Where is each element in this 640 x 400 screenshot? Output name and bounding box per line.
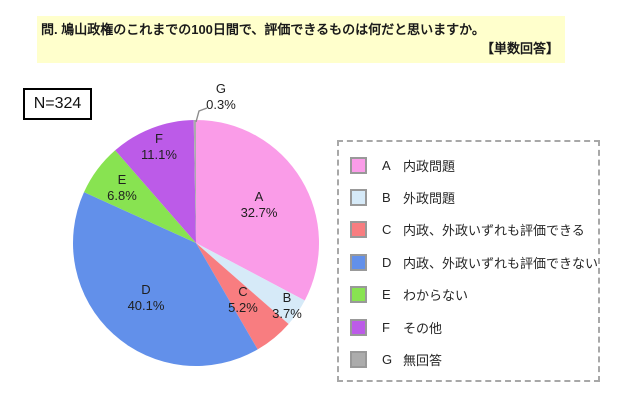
legend-swatch-icon — [350, 318, 367, 336]
legend-swatch-icon — [350, 351, 367, 369]
legend-letter: D — [382, 254, 392, 270]
legend-label: 内政、外政いずれも評価できる — [403, 223, 585, 239]
pie-slice-e — [84, 150, 196, 243]
legend-item-e: E わからない — [350, 279, 598, 311]
legend-letter: F — [382, 319, 390, 335]
legend-letter: G — [382, 352, 393, 368]
legend-swatch-icon — [350, 156, 367, 174]
legend-item-b: B 外政問題 — [350, 181, 598, 213]
legend-item-f: F その他 — [350, 311, 598, 343]
legend-swatch-icon — [350, 221, 367, 239]
legend-swatch-icon — [350, 253, 367, 271]
pie-slice-d — [73, 192, 258, 366]
legend-swatch-icon — [350, 286, 367, 304]
pie-slice-f — [115, 120, 196, 243]
legend-letter: B — [382, 190, 391, 206]
legend-item-g: G 無回答 — [350, 343, 598, 375]
pie-slice-a — [196, 119, 320, 301]
legend-label: 外政問題 — [403, 191, 456, 207]
legend-label: わからない — [403, 288, 469, 304]
legend-swatch-icon — [350, 189, 367, 207]
legend-label: 内政問題 — [403, 158, 456, 174]
question-banner: 問. 鳩山政権のこれまでの100日間で、評価できるものは何だと思いますか。 【単… — [37, 16, 565, 63]
legend-item-c: C 内政、外政いずれも評価できる — [350, 214, 598, 246]
legend-letter: C — [382, 222, 392, 238]
answer-type-label: 【単数回答】 — [480, 41, 559, 56]
callout-leader-line — [195, 107, 208, 123]
legend-label: 内政、外政いずれも評価できない — [403, 255, 599, 271]
legend-item-a: A 内政問題 — [350, 149, 598, 181]
sample-size-value: N=324 — [33, 95, 82, 112]
legend-item-d: D 内政、外政いずれも評価できない — [350, 246, 598, 278]
legend-label: その他 — [403, 320, 443, 336]
sample-size-box: N=324 — [23, 88, 92, 120]
pie-slice-b — [196, 243, 305, 324]
legend-letter: E — [382, 287, 391, 303]
pie-slice-c — [196, 243, 289, 350]
question-text: 問. 鳩山政権のこれまでの100日間で、評価できるものは何だと思いますか。 — [41, 22, 485, 37]
chart-legend: A 内政問題 B 外政問題 C 内政、外政いずれも評価できる D 内政、外政いずれも評価できな… — [337, 140, 600, 382]
pie-slice-g — [193, 119, 196, 243]
legend-label: 無回答 — [403, 353, 443, 369]
legend-letter: A — [382, 157, 391, 173]
